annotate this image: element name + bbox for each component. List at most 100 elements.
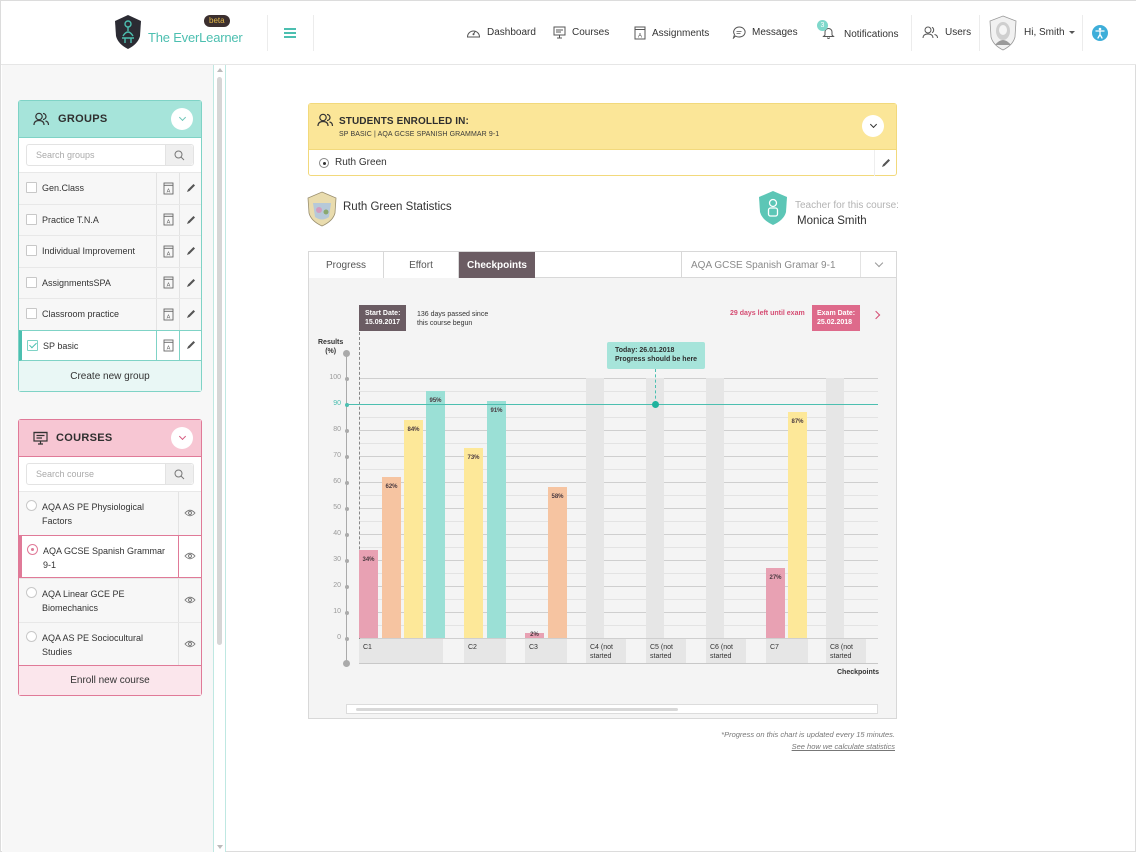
view-course-button[interactable] (178, 492, 201, 535)
user-avatar[interactable] (989, 15, 1017, 51)
group-item[interactable]: Gen.Class A (19, 172, 201, 204)
logo[interactable]: The EverLearner beta (114, 14, 244, 52)
course-select-dropdown[interactable]: AQA GCSE Spanish Gramar 9-1 (681, 251, 897, 278)
sidebar-scrollbar[interactable] (214, 65, 226, 852)
group-item[interactable]: Classroom practice A (19, 298, 201, 330)
search-course-button[interactable] (165, 464, 193, 484)
group-edit-button[interactable] (179, 236, 201, 267)
group-checkbox[interactable] (26, 308, 37, 319)
data-bar[interactable]: 58% (548, 487, 567, 638)
nav-dashboard[interactable]: Dashboard (466, 26, 536, 39)
chevron-right-icon[interactable] (871, 310, 881, 320)
bar-value-label: 34% (362, 556, 375, 563)
accessibility-icon (1095, 27, 1105, 39)
view-course-button[interactable] (178, 622, 201, 665)
bar-value-label: 87% (791, 418, 804, 425)
data-bar[interactable]: 95% (426, 391, 445, 638)
edit-student-button[interactable] (874, 150, 896, 176)
nav-messages[interactable]: Messages (732, 26, 798, 39)
group-item-selected[interactable]: SP basic A (19, 329, 201, 361)
student-row[interactable]: Ruth Green (309, 150, 896, 176)
tab-effort[interactable]: Effort (384, 252, 459, 278)
group-edit-button[interactable] (179, 173, 201, 204)
group-assignments-button[interactable]: A (156, 173, 179, 204)
data-bar[interactable]: 84% (404, 419, 423, 638)
scroll-up-arrow-icon[interactable] (217, 68, 223, 72)
user-menu-dropdown[interactable]: Hi, Smith (1024, 27, 1075, 38)
scroll-down-arrow-icon[interactable] (217, 845, 223, 849)
group-checkbox-checked[interactable] (27, 339, 38, 351)
group-item[interactable]: AssignmentsSPA A (19, 266, 201, 298)
enrolled-collapse-button[interactable] (862, 115, 884, 137)
y-tick-label: 10 (333, 608, 341, 615)
group-edit-button[interactable] (179, 267, 201, 298)
data-bar[interactable]: 27% (766, 567, 785, 638)
assignment-doc-icon: A (163, 308, 173, 320)
nav-courses[interactable]: Courses (553, 26, 609, 39)
pencil-icon (186, 310, 195, 319)
data-bar[interactable]: 2% (525, 632, 544, 638)
group-assignments-button[interactable]: A (156, 330, 179, 360)
data-bar[interactable]: 34% (359, 549, 378, 638)
group-checkbox[interactable] (26, 213, 37, 225)
how-we-calculate-link[interactable]: See how we calculate statistics (791, 742, 895, 751)
create-new-group-button[interactable]: Create new group (19, 361, 201, 391)
groups-search (19, 138, 201, 172)
y-tick-label: 90 (333, 400, 341, 407)
course-radio[interactable] (26, 587, 37, 598)
tab-checkpoints[interactable]: Checkpoints (459, 252, 535, 278)
enroll-new-course-button[interactable]: Enroll new course (19, 665, 201, 695)
nav-users[interactable]: Users (922, 26, 971, 39)
search-groups-button[interactable] (165, 145, 193, 165)
course-item[interactable]: AQA AS PE Physiological Factors (19, 491, 201, 535)
student-radio-selected[interactable] (319, 158, 329, 168)
course-item[interactable]: AQA Linear GCE PE Biomechanics (19, 578, 201, 622)
group-edit-button[interactable] (179, 330, 201, 360)
group-edit-button[interactable] (179, 299, 201, 330)
course-item-selected[interactable]: AQA GCSE Spanish Grammar 9-1 (19, 534, 201, 578)
hamburger-menu-icon[interactable] (284, 27, 296, 39)
divider (1082, 15, 1083, 51)
accessibility-button[interactable] (1092, 25, 1108, 41)
group-checkbox[interactable] (26, 276, 37, 288)
scrollbar-thumb[interactable] (217, 77, 222, 645)
scrollbar-thumb[interactable] (356, 708, 678, 711)
course-item[interactable]: AQA AS PE Sociocultural Studies (19, 621, 201, 665)
group-item[interactable]: Practice T.N.A A (19, 203, 201, 235)
search-course-input[interactable] (26, 463, 194, 485)
group-assignments-button[interactable]: A (156, 267, 179, 298)
view-course-button[interactable] (178, 579, 201, 622)
group-assignments-button[interactable]: A (156, 204, 179, 235)
data-bar[interactable]: 91% (487, 401, 506, 638)
data-bar[interactable]: 62% (382, 476, 401, 638)
groups-panel-header: GROUPS (19, 101, 201, 138)
group-assignments-button[interactable]: A (156, 299, 179, 330)
group-checkbox[interactable] (26, 182, 37, 193)
users-icon (33, 112, 50, 126)
course-radio[interactable] (26, 630, 37, 642)
group-item[interactable]: Individual Improvement A (19, 235, 201, 267)
nav-notifications[interactable]: 3 Notifications (817, 20, 898, 42)
course-radio-selected[interactable] (27, 543, 38, 555)
course-radio[interactable] (26, 500, 37, 511)
search-groups-input[interactable] (26, 144, 194, 166)
nav-assignments[interactable]: A Assignments (634, 26, 709, 40)
gridline (359, 547, 878, 548)
enrolled-subtitle: SP BASIC | AQA GCSE SPANISH GRAMMAR 9-1 (339, 131, 500, 138)
svg-text:A: A (166, 188, 170, 194)
stats-title: Ruth Green Statistics (343, 201, 452, 213)
courses-collapse-button[interactable] (171, 427, 193, 449)
beta-badge: beta (204, 15, 230, 27)
group-checkbox[interactable] (26, 245, 37, 256)
gridline (359, 612, 878, 613)
tab-progress[interactable]: Progress (309, 252, 384, 278)
view-course-button[interactable] (178, 535, 201, 577)
chart-horizontal-scrollbar[interactable] (346, 704, 878, 714)
data-bar[interactable]: 73% (464, 448, 483, 638)
group-edit-button[interactable] (179, 204, 201, 235)
groups-collapse-button[interactable] (171, 108, 193, 130)
data-bar[interactable]: 87% (788, 411, 807, 638)
today-connector (655, 369, 656, 404)
top-navigation-bar: The EverLearner beta Dashboard Courses A… (1, 1, 1136, 65)
group-assignments-button[interactable]: A (156, 236, 179, 267)
